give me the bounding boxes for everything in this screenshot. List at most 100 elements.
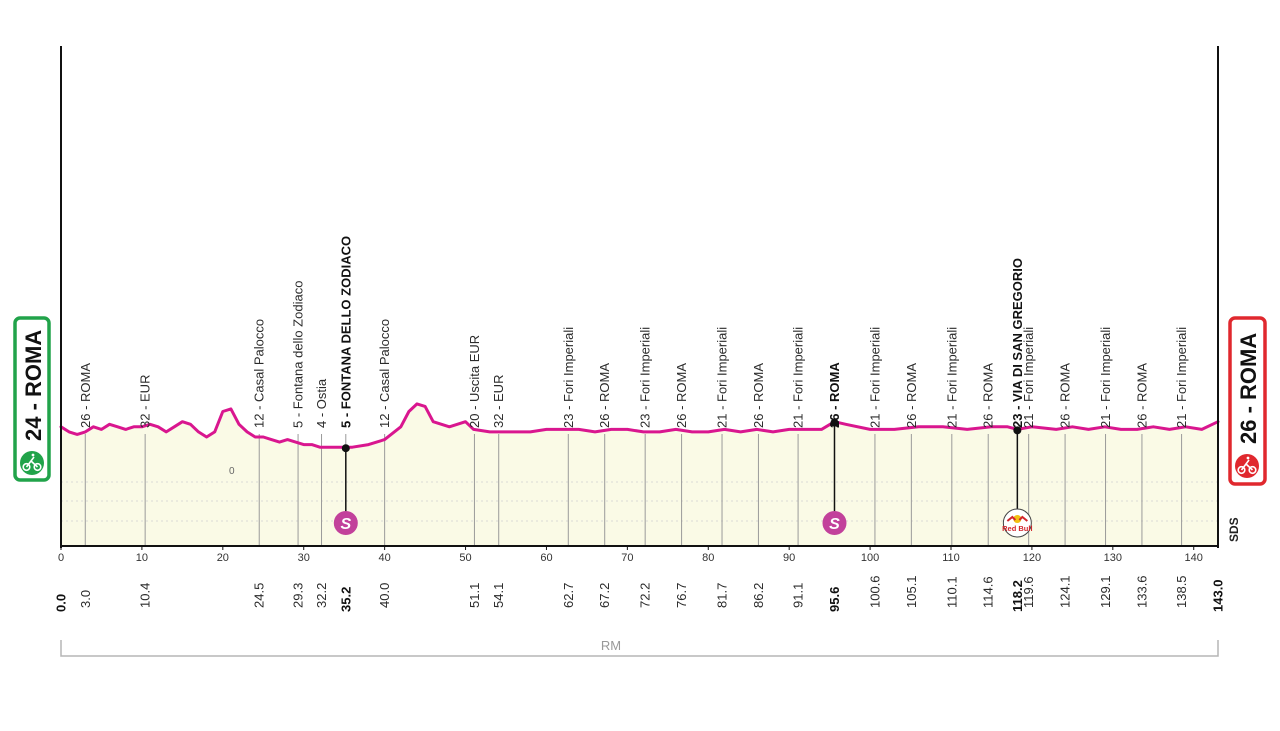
event-dot-6 <box>341 444 350 453</box>
location-label-11: 26 - ROMA <box>597 363 612 428</box>
km-label-19: 105.1 <box>904 575 919 608</box>
x-tick-label-0: 0 <box>58 552 64 564</box>
x-tick-label-7: 70 <box>621 552 633 564</box>
finish-cyclist-icon <box>1237 456 1257 475</box>
km-label-23: 119.6 <box>1021 576 1036 608</box>
km-label-21: 114.6 <box>981 576 996 608</box>
location-label-7: 12 - Casal Palocco <box>377 319 392 428</box>
kom-sponsor-22: Red Bull <box>1002 524 1032 533</box>
cyclist-icon <box>22 453 42 472</box>
x-tick-label-2: 20 <box>217 552 229 564</box>
location-label-22: 23 - VIA DI SAN GREGORIO <box>1010 258 1025 428</box>
location-label-14: 21 - Fori Imperiali <box>715 327 730 428</box>
location-label-25: 21 - Fori Imperiali <box>1098 327 1113 428</box>
km-label-20: 110.1 <box>944 576 959 608</box>
x-tick-label-11: 110 <box>942 552 960 564</box>
km-label-26: 133.6 <box>1134 575 1149 608</box>
km-label-17: 95.6 <box>827 587 842 612</box>
x-tick-label-5: 50 <box>459 552 471 564</box>
kom-bulls-22 <box>1006 515 1028 522</box>
location-label-27: 21 - Fori Imperiali <box>1174 327 1189 428</box>
km-label-7: 40.0 <box>377 583 392 608</box>
location-label-4: 5 - Fontana dello Zodiaco <box>291 281 306 428</box>
route-line-group <box>59 402 1220 449</box>
km-label-6: 35.2 <box>338 587 353 612</box>
km-label-25: 129.1 <box>1098 575 1113 608</box>
sprint-icon-letter-6: S <box>340 516 351 533</box>
km-label-1: 3.0 <box>78 590 93 608</box>
km-label-5: 32.2 <box>314 583 329 608</box>
km-labels: 0.0 3.0 10.4 24.5 29.3 32.2 35.2 40.0 51.1 54.1 62… <box>54 575 1226 612</box>
region-bracket-line <box>60 640 1219 657</box>
location-labels: 26 - ROMA 32 - EUR 12 - Casal Palocco 5 - F… <box>78 236 1189 428</box>
location-label-2: 32 - EUR <box>138 375 153 428</box>
x-tick-label-9: 90 <box>783 552 795 564</box>
km-label-10: 62.7 <box>561 583 576 608</box>
finish-badge-label: 26 - ROMA <box>1236 333 1261 444</box>
altitude-zero-tick: 0 <box>229 466 235 477</box>
finish-badge: 26 - ROMA <box>1228 316 1267 486</box>
km-label-2: 10.4 <box>138 583 153 608</box>
location-label-20: 21 - Fori Imperiali <box>944 327 959 428</box>
sprint-icon-letter-17: S <box>829 516 840 533</box>
km-label-8: 51.1 <box>467 583 482 608</box>
location-label-1: 26 - ROMA <box>78 363 93 428</box>
km-label-13: 76.7 <box>674 583 689 608</box>
location-label-10: 23 - Fori Imperiali <box>561 327 576 428</box>
brand-mark: SDS <box>1227 517 1241 542</box>
x-tick-label-1: 10 <box>136 552 148 564</box>
km-label-22: 118.2 <box>1010 580 1025 612</box>
x-tick-label-4: 40 <box>379 552 391 564</box>
location-label-19: 26 - ROMA <box>904 363 919 428</box>
location-label-8: 20 - Uscita EUR <box>467 335 482 428</box>
location-label-3: 12 - Casal Palocco <box>252 319 267 428</box>
finish-badge-frame <box>1228 316 1267 486</box>
km-label-12: 72.2 <box>638 583 653 608</box>
location-label-9: 32 - EUR <box>491 375 506 428</box>
location-label-23: 21 - Fori Imperiali <box>1021 327 1036 428</box>
x-tick-label-12: 120 <box>1023 552 1041 564</box>
x-tick-label-10: 100 <box>861 552 879 564</box>
location-label-12: 23 - Fori Imperiali <box>638 327 653 428</box>
location-label-18: 21 - Fori Imperiali <box>867 327 882 428</box>
km-label-4: 29.3 <box>291 583 306 608</box>
location-label-6: 5 - FONTANA DELLO ZODIACO <box>338 236 353 428</box>
km-label-11: 67.2 <box>597 583 612 608</box>
km-label-15: 86.2 <box>751 583 766 608</box>
sprint-badge-6 <box>333 511 358 535</box>
profile-area <box>61 403 1218 546</box>
start-badge: 24 - ROMA <box>13 316 51 482</box>
x-tick-label-8: 80 <box>702 552 714 564</box>
x-tick-label-14: 140 <box>1185 552 1203 564</box>
km-label-27: 138.5 <box>1174 575 1189 608</box>
km-label-18: 100.6 <box>867 575 882 608</box>
region-label: RM <box>601 638 621 653</box>
profile-area-group <box>61 403 1218 546</box>
event-dot-22 <box>1013 426 1022 435</box>
x-tick-label-6: 60 <box>540 552 552 564</box>
x-tick-label-3: 30 <box>298 552 310 564</box>
location-label-26: 26 - ROMA <box>1134 363 1149 428</box>
region-bracket: RM <box>60 638 1219 657</box>
km-label-0: 0.0 <box>54 594 69 612</box>
start-badge-label: 24 - ROMA <box>21 330 46 441</box>
start-badge-frame <box>13 316 51 482</box>
sprint-badge-17 <box>822 511 847 535</box>
location-label-13: 26 - ROMA <box>674 363 689 428</box>
event-dot-17 <box>830 418 839 427</box>
location-label-21: 26 - ROMA <box>981 363 996 428</box>
marker-lines <box>84 421 1183 546</box>
location-label-16: 21 - Fori Imperiali <box>791 327 806 428</box>
km-label-24: 124.1 <box>1058 575 1073 608</box>
event-markers: S S Red Bull <box>333 418 1033 538</box>
location-label-17: 26 - ROMA <box>827 362 842 428</box>
x-tick-label-13: 130 <box>1104 552 1122 564</box>
location-label-5: 4 - Ostia <box>314 378 329 428</box>
km-label-9: 54.1 <box>491 583 506 608</box>
km-label-16: 91.1 <box>791 583 806 608</box>
location-label-24: 26 - ROMA <box>1058 363 1073 428</box>
km-label-3: 24.5 <box>252 583 267 608</box>
kom-sun-22 <box>1013 515 1022 523</box>
x-axis: 0 10 20 30 40 50 60 70 80 90 100 110 120 130 140 <box>58 46 1219 564</box>
